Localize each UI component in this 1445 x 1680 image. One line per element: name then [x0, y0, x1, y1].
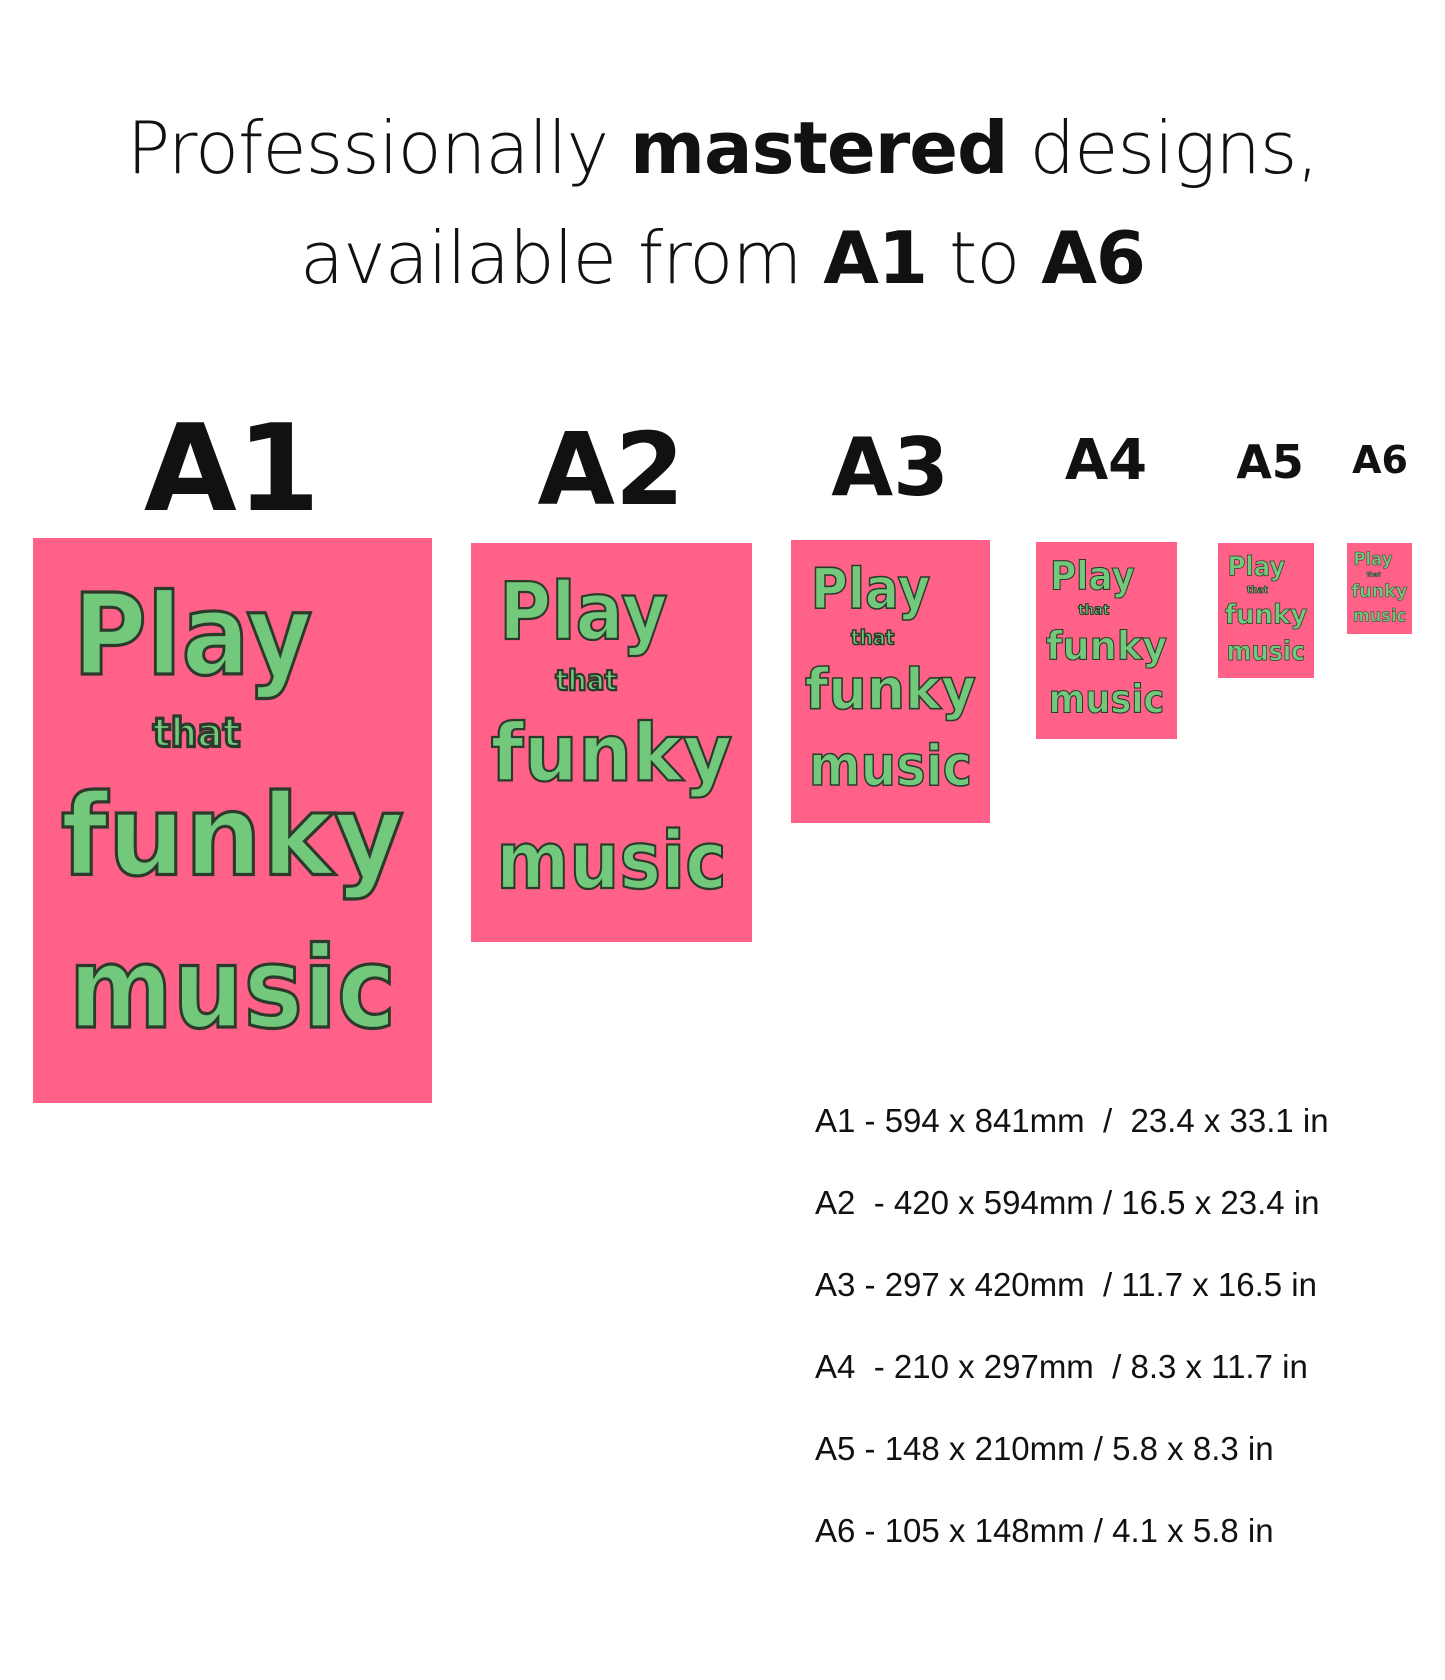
poster-artwork: Play that funky music	[1045, 554, 1167, 723]
headline-bold: A1	[823, 216, 928, 300]
poster-word-that: that	[851, 625, 895, 649]
poster-word-music: music	[496, 815, 726, 907]
poster-word-funky: funky	[1225, 599, 1308, 630]
poster-word-that: that	[1078, 603, 1109, 619]
poster-word-that: that	[555, 664, 617, 697]
size-label-a5: A5	[1236, 435, 1304, 489]
poster-word-funky: funky	[1046, 625, 1167, 670]
headline-text: Professionally	[126, 106, 630, 190]
size-label-a3: A3	[831, 421, 949, 514]
spec-a5: A5 - 148 x 210mm / 5.8 x 8.3 in	[815, 1430, 1274, 1467]
poster-word-that: that	[153, 710, 241, 756]
poster-a1: Play that funky music	[33, 538, 432, 1103]
headline-text: to	[927, 216, 1042, 300]
poster-word-funky: funky	[61, 771, 404, 901]
poster-word-play: Play	[73, 571, 312, 701]
spec-a4: A4 - 210 x 297mm / 8.3 x 11.7 in	[815, 1348, 1308, 1385]
poster-word-funky: funky	[1352, 581, 1408, 602]
poster-word-play: Play	[1050, 555, 1135, 600]
poster-word-play: Play	[499, 566, 668, 658]
poster-word-music: music	[1049, 678, 1165, 723]
spec-a1: A1 - 594 x 841mm / 23.4 x 33.1 in	[815, 1102, 1329, 1139]
poster-artwork: Play that funky music	[490, 565, 734, 909]
poster-word-play: Play	[1354, 549, 1393, 570]
size-label-a2: A2	[537, 411, 685, 528]
poster-a2: Play that funky music	[471, 543, 752, 942]
poster-a5: Play that funky music	[1218, 543, 1314, 678]
poster-word-funky: funky	[805, 657, 976, 722]
size-label-a1: A1	[143, 400, 321, 539]
poster-word-that: that	[1247, 585, 1269, 596]
poster-artwork: Play that funky music	[1224, 551, 1308, 667]
poster-word-play: Play	[811, 557, 930, 622]
headline-line-1: Professionally mastered designs,	[0, 112, 1445, 184]
poster-artwork: Play that funky music	[804, 556, 977, 800]
poster-word-funky: funky	[491, 707, 733, 799]
poster-word-play: Play	[1228, 552, 1286, 583]
headline-bold: mastered	[629, 106, 1009, 190]
spec-a2: A2 - 420 x 594mm / 16.5 x 23.4 in	[815, 1184, 1320, 1221]
poster-artwork: Play that funky music	[59, 569, 405, 1055]
headline-line-2: available from A1 to A6	[0, 222, 1445, 294]
size-label-a6: A6	[1352, 438, 1408, 482]
headline-text: available from	[299, 216, 824, 300]
poster-word-music: music	[69, 924, 396, 1054]
poster-a4: Play that funky music	[1036, 542, 1177, 739]
headline-bold: A6	[1041, 216, 1146, 300]
poster-a3: Play that funky music	[791, 540, 990, 823]
spec-a3: A3 - 297 x 420mm / 11.7 x 16.5 in	[815, 1266, 1317, 1303]
size-label-a4: A4	[1064, 428, 1148, 493]
poster-word-that: that	[1367, 571, 1381, 579]
poster-word-music: music	[1353, 606, 1406, 627]
poster-word-music: music	[1227, 636, 1306, 667]
headline-text: designs,	[1007, 106, 1319, 190]
poster-a6: Play that funky music	[1347, 543, 1412, 634]
poster-word-music: music	[809, 734, 972, 799]
spec-a6: A6 - 105 x 148mm / 4.1 x 5.8 in	[815, 1512, 1274, 1549]
